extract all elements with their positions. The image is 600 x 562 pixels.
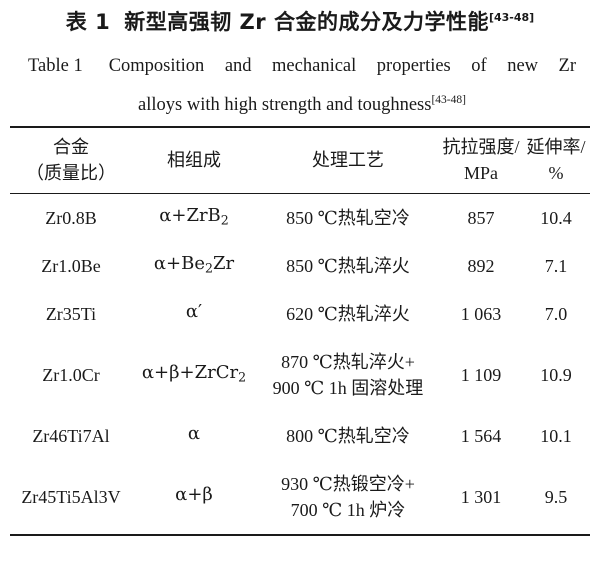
table-row: Zr0.8B α+ZrB2 850 ℃热轧空冷 857 10.4 xyxy=(10,194,590,243)
column-header-phase: 相组成 xyxy=(132,126,256,194)
cell-phase: α xyxy=(132,412,256,460)
caption-chinese: 表 1 新型高强韧 Zr 合金的成分及力学性能[43-48] xyxy=(0,6,600,36)
column-header-phase-label: 相组成 xyxy=(167,150,221,170)
table-container: 合金 （质量比） 相组成 处理工艺 抗拉强度/ MPa 延伸率/ xyxy=(10,126,590,536)
cell-alloy: Zr1.0Cr xyxy=(42,365,100,385)
cell-tensile-strength: 1 063 xyxy=(460,304,502,324)
cell-alloy: Zr45Ti5Al3V xyxy=(10,460,132,536)
caption-english-title-line-1: Composition and mechanical properties of… xyxy=(108,56,576,76)
table-header: 合金 （质量比） 相组成 处理工艺 抗拉强度/ MPa 延伸率/ xyxy=(10,126,590,194)
cell-alloy: Zr0.8B xyxy=(45,208,97,228)
column-header-tensile-strength-line-1: 抗拉强度/ xyxy=(442,137,520,157)
table-body: Zr0.8B α+ZrB2 850 ℃热轧空冷 857 10.4 Zr1.0Be… xyxy=(10,194,590,536)
column-header-alloy-line-1: 合金 xyxy=(53,137,89,157)
cell-phase-sub: 2 xyxy=(238,369,247,385)
cell-tensile-strength: 857 xyxy=(467,208,495,228)
cell-tensile-strength: 892 xyxy=(467,256,495,276)
cell-elongation: 9.5 xyxy=(522,460,590,536)
caption-english-reference: [43-48] xyxy=(431,94,466,106)
cell-process: 850 ℃热轧淬火 xyxy=(256,242,440,290)
caption-chinese-table-number: 表 1 xyxy=(65,10,111,34)
cell-phase: α′ xyxy=(132,290,256,338)
table-row: Zr1.0Be α+Be2Zr 850 ℃热轧淬火 892 7.1 xyxy=(10,242,590,290)
cell-process-line-1: 850 ℃热轧淬火 xyxy=(286,256,410,276)
cell-tensile-strength: 1 109 xyxy=(460,365,502,385)
cell-phase: α+ZrB2 xyxy=(132,194,256,243)
cell-elongation: 10.9 xyxy=(540,365,572,385)
table-row: Zr46Ti7Al α 800 ℃热轧空冷 1 564 10.1 xyxy=(10,412,590,460)
cell-phase-sub: 2 xyxy=(220,212,229,228)
cell-process: 800 ℃热轧空冷 xyxy=(256,412,440,460)
cell-process-line-1: 850 ℃热轧空冷 xyxy=(286,208,410,228)
caption-chinese-title: 新型高强韧 Zr 合金的成分及力学性能 xyxy=(124,10,489,34)
cell-process-line-1: 620 ℃热轧淬火 xyxy=(286,304,410,324)
cell-elongation: 10.4 xyxy=(540,208,572,228)
cell-phase: α+β xyxy=(132,460,256,536)
cell-phase-pre: α+β xyxy=(175,484,213,506)
cell-alloy: Zr35Ti xyxy=(45,304,97,324)
cell-tensile-strength: 1 564 xyxy=(460,426,502,446)
cell-elongation: 7.0 xyxy=(544,304,568,324)
cell-process: 850 ℃热轧空冷 xyxy=(256,194,440,243)
column-header-alloy-line-2: （质量比） xyxy=(26,163,116,183)
column-header-elongation-line-1: 延伸率/ xyxy=(526,137,586,157)
cell-phase-pre: α+ZrB xyxy=(159,205,221,227)
caption-english-line-1: Table 1 Composition and mechanical prope… xyxy=(28,50,576,82)
caption-english-line-2: alloys with high strength and toughness[… xyxy=(28,84,576,121)
cell-phase-post: Zr xyxy=(213,253,235,275)
alloy-properties-table: 合金 （质量比） 相组成 处理工艺 抗拉强度/ MPa 延伸率/ xyxy=(10,126,590,536)
table-row: Zr35Ti α′ 620 ℃热轧淬火 1 063 7.0 xyxy=(10,290,590,338)
column-header-tensile-strength-line-2: MPa xyxy=(463,163,498,183)
cell-phase-pre: α+Be xyxy=(153,253,205,275)
cell-phase-pre: α xyxy=(187,423,201,445)
cell-process-line-2: 700 ℃ 1h 炉冷 xyxy=(290,500,406,520)
column-header-process-label: 处理工艺 xyxy=(312,150,384,170)
table-row: Zr45Ti5Al3V α+β 930 ℃热锻空冷+ 700 ℃ 1h 炉冷 1… xyxy=(10,460,590,536)
caption-chinese-reference: [43-48] xyxy=(488,11,535,24)
cell-phase-pre: α+β+ZrCr xyxy=(141,362,239,384)
cell-process-line-2: 900 ℃ 1h 固溶处理 xyxy=(272,378,424,398)
cell-process: 870 ℃热轧淬火+ 900 ℃ 1h 固溶处理 xyxy=(256,338,440,412)
column-header-process: 处理工艺 xyxy=(256,126,440,194)
caption-english: Table 1 Composition and mechanical prope… xyxy=(28,50,576,121)
cell-phase-sub: 2 xyxy=(204,260,213,276)
cell-alloy: Zr1.0Be xyxy=(41,256,101,276)
caption-english-title-line-2: alloys with high strength and toughness xyxy=(138,95,432,116)
cell-alloy: Zr46Ti7Al xyxy=(32,426,110,446)
cell-process-line-1: 930 ℃热锻空冷+ xyxy=(281,474,415,494)
cell-process: 930 ℃热锻空冷+ 700 ℃ 1h 炉冷 xyxy=(256,460,440,536)
table-header-row: 合金 （质量比） 相组成 处理工艺 抗拉强度/ MPa 延伸率/ xyxy=(10,126,590,194)
cell-tensile-strength: 1 301 xyxy=(440,460,522,536)
cell-process: 620 ℃热轧淬火 xyxy=(256,290,440,338)
cell-process-line-1: 870 ℃热轧淬火+ xyxy=(281,352,415,372)
column-header-alloy: 合金 （质量比） xyxy=(10,126,132,194)
cell-elongation: 10.1 xyxy=(540,426,572,446)
cell-phase: α+β+ZrCr2 xyxy=(132,338,256,412)
cell-phase-pre: α′ xyxy=(185,301,203,323)
cell-phase: α+Be2Zr xyxy=(132,242,256,290)
column-header-tensile-strength: 抗拉强度/ MPa xyxy=(440,126,522,194)
column-header-elongation-line-2: % xyxy=(548,163,564,183)
caption-english-table-number: Table 1 xyxy=(28,56,83,76)
cell-process-line-1: 800 ℃热轧空冷 xyxy=(286,426,410,446)
cell-elongation: 7.1 xyxy=(544,256,568,276)
table-row: Zr1.0Cr α+β+ZrCr2 870 ℃热轧淬火+ 900 ℃ 1h 固溶… xyxy=(10,338,590,412)
column-header-elongation: 延伸率/ % xyxy=(522,126,590,194)
